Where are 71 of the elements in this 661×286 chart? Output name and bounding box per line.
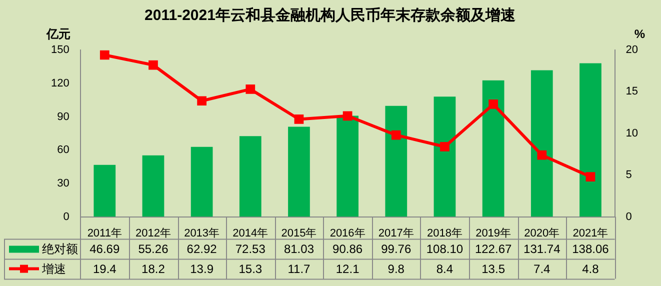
bar bbox=[385, 106, 408, 217]
legend-label: 绝对额 bbox=[42, 242, 78, 256]
data-label: 13.5 bbox=[482, 262, 506, 276]
x-tick-label: 2015年 bbox=[281, 227, 317, 240]
y2-tick-label: 10 bbox=[626, 127, 638, 140]
point bbox=[148, 60, 158, 70]
data-label: 19.4 bbox=[92, 262, 117, 276]
x-tick-label: 2018年 bbox=[426, 227, 462, 240]
x-tick-label: 2012年 bbox=[135, 227, 171, 240]
point bbox=[197, 96, 206, 106]
y-tick-label: 60 bbox=[57, 144, 70, 156]
data-label: 108.10 bbox=[426, 242, 464, 256]
y-tick-label: 0 bbox=[63, 210, 70, 223]
bar bbox=[482, 80, 504, 217]
bar bbox=[580, 63, 602, 217]
data-label: 62.92 bbox=[186, 242, 218, 256]
x-tick-label: 2011年 bbox=[87, 227, 122, 240]
point bbox=[246, 84, 256, 94]
point bbox=[440, 142, 450, 152]
x-tick-label: 2017年 bbox=[378, 227, 414, 240]
data-label: 72.53 bbox=[235, 242, 266, 256]
y2-tick-label: 15 bbox=[626, 86, 638, 98]
data-label: 15.3 bbox=[238, 262, 262, 276]
data-label: 12.1 bbox=[336, 262, 360, 276]
data-label: 8.4 bbox=[436, 262, 454, 276]
y2-axis-title: % bbox=[634, 27, 646, 41]
bar bbox=[288, 126, 310, 217]
y2-tick-label: 20 bbox=[626, 44, 638, 56]
point bbox=[586, 172, 596, 182]
y-tick-label: 120 bbox=[50, 77, 70, 90]
legend-label: 增速 bbox=[41, 262, 66, 276]
data-label: 13.9 bbox=[190, 262, 214, 276]
data-label: 138.06 bbox=[572, 242, 610, 256]
bar bbox=[434, 96, 456, 217]
y-tick-label: 150 bbox=[50, 44, 70, 56]
x-tick-label: 2019年 bbox=[476, 227, 512, 240]
point bbox=[488, 100, 498, 109]
data-label: 7.4 bbox=[534, 262, 551, 276]
x-tick-label: 2021年 bbox=[572, 227, 608, 240]
y-axis-title: 亿元 bbox=[45, 27, 70, 41]
chart-title: 2011-2021年云和县金融机构人民币年末存款余额及增速 bbox=[144, 6, 516, 24]
bar bbox=[239, 136, 262, 217]
x-tick-label: 2016年 bbox=[330, 227, 366, 240]
y2-tick-label: 0 bbox=[626, 210, 632, 223]
x-tick-label: 2014年 bbox=[232, 227, 268, 240]
data-label: 131.74 bbox=[524, 242, 561, 256]
y-tick-label: 90 bbox=[57, 110, 70, 123]
y2-tick-label: 5 bbox=[626, 169, 632, 182]
data-label: 55.26 bbox=[138, 242, 169, 256]
point bbox=[537, 150, 547, 160]
bar bbox=[336, 116, 358, 217]
data-label: 18.2 bbox=[142, 262, 166, 276]
x-tick-label: 2020年 bbox=[524, 227, 560, 240]
y-tick-label: 30 bbox=[57, 177, 70, 190]
bar bbox=[142, 155, 164, 217]
data-label: 46.69 bbox=[90, 242, 120, 256]
x-tick-label: 2013年 bbox=[184, 227, 220, 240]
point bbox=[342, 111, 352, 121]
bar bbox=[530, 70, 553, 217]
data-label: 90.86 bbox=[332, 242, 363, 256]
data-label: 11.7 bbox=[288, 262, 311, 276]
point bbox=[294, 114, 304, 124]
data-label: 99.76 bbox=[381, 242, 412, 256]
data-label: 4.8 bbox=[582, 262, 600, 276]
data-label: 122.67 bbox=[474, 242, 512, 256]
point bbox=[100, 50, 110, 60]
data-label: 81.03 bbox=[284, 242, 314, 256]
data-label: 9.8 bbox=[388, 262, 405, 276]
bar bbox=[190, 146, 213, 217]
point bbox=[391, 130, 401, 140]
bar bbox=[94, 164, 116, 217]
